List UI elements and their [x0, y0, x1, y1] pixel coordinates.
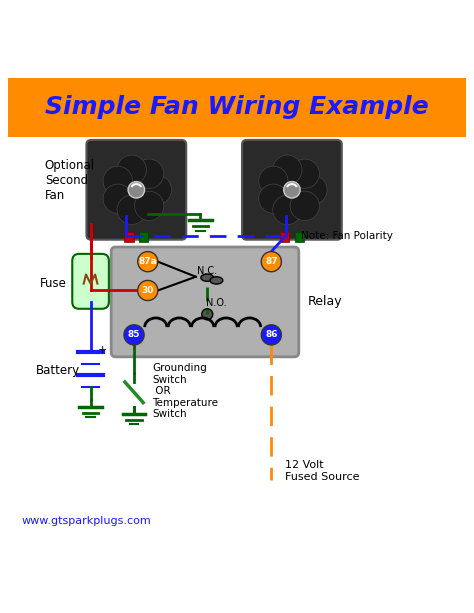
Text: Simple Fan Wiring Example: Simple Fan Wiring Example [45, 96, 429, 120]
Circle shape [142, 175, 172, 205]
Circle shape [103, 166, 132, 196]
Circle shape [135, 159, 164, 188]
FancyBboxPatch shape [280, 232, 289, 242]
Circle shape [259, 166, 288, 196]
Text: Fuse: Fuse [40, 277, 67, 290]
Circle shape [259, 184, 288, 213]
Circle shape [138, 251, 158, 272]
FancyBboxPatch shape [139, 232, 148, 242]
Text: 12 Volt
Fused Source: 12 Volt Fused Source [285, 460, 360, 482]
Text: +: + [97, 345, 107, 355]
Text: 30: 30 [142, 286, 154, 295]
Text: Relay: Relay [308, 295, 343, 308]
Circle shape [138, 280, 158, 300]
Circle shape [124, 325, 144, 345]
Ellipse shape [210, 276, 223, 284]
Circle shape [261, 325, 282, 345]
FancyBboxPatch shape [72, 254, 109, 309]
Text: www.gtsparkplugs.com: www.gtsparkplugs.com [22, 516, 152, 526]
Text: Note: Fan Polarity: Note: Fan Polarity [301, 230, 393, 240]
FancyBboxPatch shape [295, 232, 304, 242]
Circle shape [103, 184, 132, 213]
Text: 87: 87 [265, 257, 278, 266]
Circle shape [273, 196, 302, 224]
Text: 85: 85 [128, 330, 140, 340]
Circle shape [273, 155, 302, 185]
Circle shape [117, 196, 146, 224]
FancyBboxPatch shape [111, 247, 299, 357]
Ellipse shape [201, 274, 214, 281]
Circle shape [283, 181, 300, 198]
Text: 86: 86 [265, 330, 278, 340]
Text: Grounding
Switch
 OR
Temperature
Switch: Grounding Switch OR Temperature Switch [152, 363, 219, 419]
Text: 87a: 87a [138, 257, 157, 266]
Text: Optional
Second
Fan: Optional Second Fan [45, 159, 95, 202]
Circle shape [135, 191, 164, 221]
Text: N.C.: N.C. [197, 266, 217, 276]
FancyBboxPatch shape [8, 78, 466, 137]
Circle shape [298, 175, 327, 205]
Text: N.O.: N.O. [206, 299, 227, 308]
Circle shape [128, 181, 145, 198]
FancyBboxPatch shape [125, 232, 134, 242]
Text: Battery: Battery [36, 364, 80, 377]
Circle shape [290, 159, 319, 188]
FancyBboxPatch shape [242, 140, 342, 240]
Circle shape [117, 155, 146, 185]
Circle shape [261, 251, 282, 272]
Circle shape [202, 309, 213, 320]
Circle shape [290, 191, 319, 221]
FancyBboxPatch shape [86, 140, 186, 240]
